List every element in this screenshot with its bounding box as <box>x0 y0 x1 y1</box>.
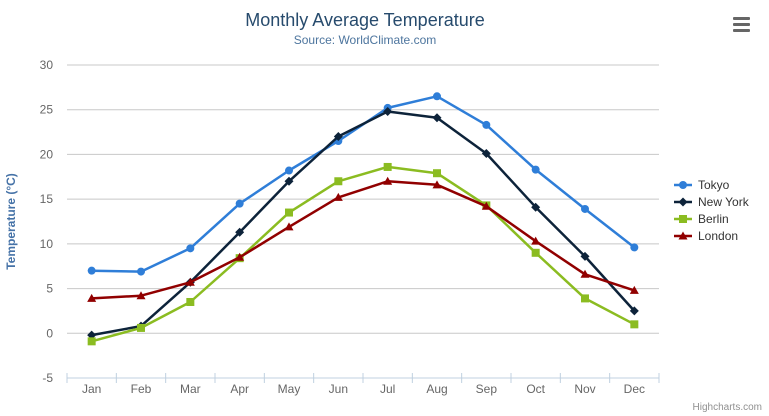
triangle-marker[interactable] <box>580 269 590 278</box>
series-new-york[interactable] <box>87 107 639 340</box>
circle-marker[interactable] <box>186 244 195 253</box>
diamond-marker[interactable] <box>284 176 294 186</box>
hamburger-icon <box>733 23 750 26</box>
y-axis-label: 5 <box>46 282 53 296</box>
diamond-marker[interactable] <box>481 149 491 159</box>
x-axis-label: Jul <box>380 382 395 396</box>
y-axis-label: -5 <box>42 371 53 385</box>
square-marker[interactable] <box>334 177 343 186</box>
square-marker[interactable] <box>137 323 145 332</box>
legend-item-new-york[interactable]: New York <box>673 193 749 210</box>
diamond-marker[interactable] <box>580 251 590 261</box>
chart-subtitle: Source: WorldClimate.com <box>293 33 437 47</box>
circle-marker <box>679 180 687 189</box>
triangle-marker[interactable] <box>481 201 491 210</box>
circle-marker[interactable] <box>531 165 540 174</box>
diamond-marker[interactable] <box>531 202 541 212</box>
chart-title: Monthly Average Temperature <box>245 10 485 30</box>
square-marker[interactable] <box>433 169 441 178</box>
legend-item-berlin[interactable]: Berlin <box>673 210 749 227</box>
circle-marker[interactable] <box>87 266 96 275</box>
square-marker <box>679 214 687 223</box>
square-marker[interactable] <box>531 248 540 257</box>
triangle-marker[interactable] <box>235 252 245 261</box>
diamond-legend-icon <box>674 197 692 206</box>
square-marker[interactable] <box>581 294 589 303</box>
circle-legend-icon <box>674 180 692 189</box>
circle-marker[interactable] <box>482 120 491 129</box>
triangle-marker[interactable] <box>87 293 97 302</box>
circle-marker[interactable] <box>285 166 293 175</box>
x-axis-label: Oct <box>526 382 545 396</box>
diamond-marker[interactable] <box>629 306 639 316</box>
series-line-london[interactable] <box>90 180 636 300</box>
legend-label: New York <box>698 194 749 209</box>
legend-item-london[interactable]: London <box>673 227 749 244</box>
circle-marker[interactable] <box>433 92 441 101</box>
hamburger-icon <box>733 17 750 20</box>
x-axis-label: Sep <box>476 382 498 396</box>
series-line-new-york[interactable] <box>90 110 636 337</box>
triangle-marker[interactable] <box>531 236 541 245</box>
diamond-marker[interactable] <box>87 330 97 340</box>
x-axis-label: Apr <box>230 382 249 396</box>
export-menu-button[interactable] <box>733 17 750 32</box>
square-marker[interactable] <box>285 208 293 217</box>
series-tokyo[interactable] <box>87 92 639 276</box>
legend-label: Tokyo <box>698 177 730 192</box>
y-axis-label: 15 <box>40 192 54 206</box>
x-axis-label: May <box>278 382 301 396</box>
y-axis-label: 20 <box>40 147 54 161</box>
square-marker[interactable] <box>87 337 96 346</box>
triangle-marker[interactable] <box>383 176 393 185</box>
legend-label: London <box>698 228 739 243</box>
y-axis-label: 0 <box>46 326 53 340</box>
series-line-berlin[interactable] <box>90 165 636 343</box>
triangle-legend-icon <box>674 231 692 239</box>
x-axis-label: Mar <box>180 382 201 396</box>
diamond-marker[interactable] <box>333 132 343 142</box>
x-axis-label: Aug <box>426 382 447 396</box>
x-axis-label: Feb <box>131 382 152 396</box>
series-london[interactable] <box>87 176 639 302</box>
legend-label: Berlin <box>698 211 729 226</box>
x-axis-label: Nov <box>574 382 595 396</box>
y-axis-title: Temperature (°C) <box>4 173 18 270</box>
x-axis-label: Dec <box>624 382 645 396</box>
triangle-marker[interactable] <box>629 285 639 294</box>
circle-marker[interactable] <box>137 267 145 276</box>
square-legend-icon <box>674 214 692 223</box>
x-axis-label: Jan <box>82 382 101 396</box>
square-marker[interactable] <box>186 297 195 306</box>
hamburger-icon <box>733 29 750 32</box>
series-line-tokyo[interactable] <box>90 95 636 273</box>
triangle-marker[interactable] <box>432 180 442 189</box>
diamond-marker[interactable] <box>235 227 245 237</box>
triangle-marker[interactable] <box>185 277 195 286</box>
diamond-marker[interactable] <box>432 113 442 123</box>
legend-item-tokyo[interactable]: Tokyo <box>673 176 749 193</box>
triangle-marker <box>678 231 688 239</box>
square-marker[interactable] <box>383 162 392 171</box>
legend: Tokyo New York Berlin London <box>673 176 749 244</box>
triangle-marker[interactable] <box>136 291 146 300</box>
triangle-marker[interactable] <box>284 222 294 231</box>
circle-marker[interactable] <box>581 204 589 213</box>
square-marker[interactable] <box>630 320 639 329</box>
triangle-marker[interactable] <box>333 192 343 201</box>
y-axis-label: 10 <box>40 237 54 251</box>
y-axis-label: 30 <box>40 58 54 72</box>
y-axis-label: 25 <box>40 103 54 117</box>
credits-link[interactable]: Highcharts.com <box>692 402 762 413</box>
circle-marker[interactable] <box>235 199 244 208</box>
diamond-marker <box>678 197 688 206</box>
circle-marker[interactable] <box>630 243 639 252</box>
x-axis-label: Jun <box>329 382 348 396</box>
diamond-marker[interactable] <box>383 107 393 117</box>
